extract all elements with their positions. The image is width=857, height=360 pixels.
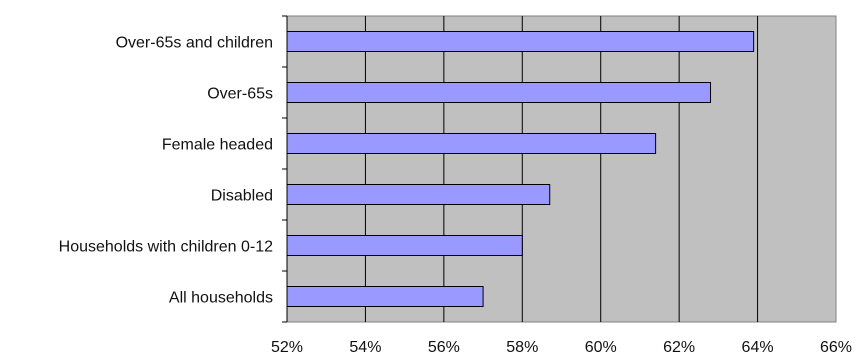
category-label: Over-65s (207, 86, 273, 103)
category-label: Disabled (211, 188, 273, 205)
bar (286, 235, 523, 256)
x-tick-label: 62% (663, 339, 695, 356)
x-tick-label: 56% (428, 339, 460, 356)
gridlines (364, 16, 759, 322)
x-tick-label: 52% (271, 339, 303, 356)
x-tick-label: 54% (349, 339, 381, 356)
value-axis-tick-labels: 52% 54% 56% 58% 60% 62% 64% 66% (271, 339, 852, 356)
bar (286, 286, 484, 307)
category-labels: Over-65s and children Over-65s Female head… (59, 35, 273, 307)
bar (286, 133, 657, 154)
category-label: Female headed (162, 137, 273, 154)
x-tick-label: 60% (585, 339, 617, 356)
bar (286, 31, 755, 52)
category-label: All households (169, 290, 273, 307)
category-axis-ticks (282, 15, 287, 323)
x-tick-label: 58% (506, 339, 538, 356)
x-tick-label: 66% (820, 339, 852, 356)
category-label: Households with children 0-12 (59, 239, 273, 256)
x-tick-label: 64% (742, 339, 774, 356)
bar (286, 184, 551, 205)
category-label: Over-65s and children (116, 35, 273, 52)
bar (286, 82, 712, 103)
plot-area (286, 15, 837, 323)
